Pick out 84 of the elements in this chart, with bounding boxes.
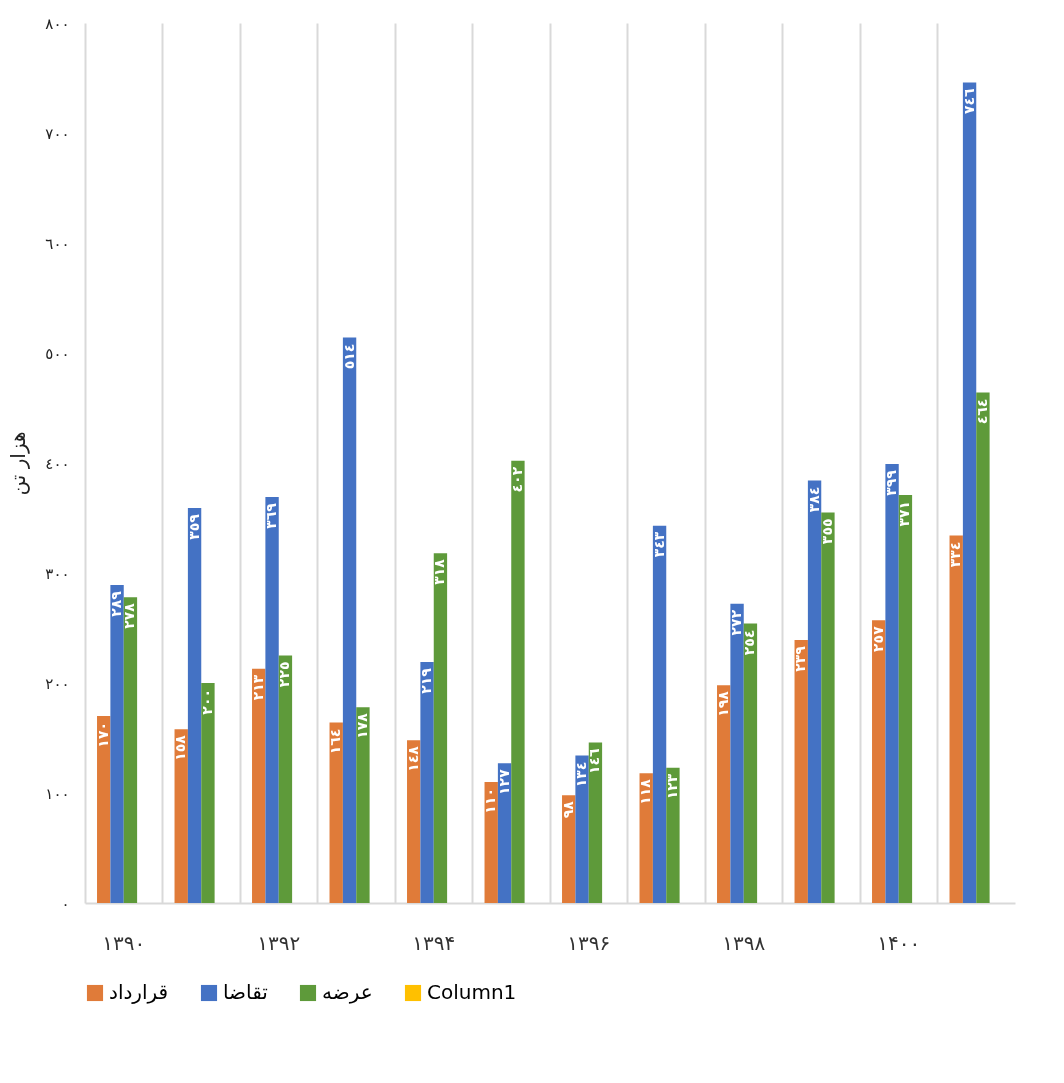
x-tick-label: ۱۳۹۸ xyxy=(722,930,766,955)
y-tick-label: ۸۰۰ xyxy=(45,14,70,33)
data-label: ۲۳۹ xyxy=(792,645,809,672)
bar xyxy=(484,782,498,903)
x-tick-label: ۱۴۰۰ xyxy=(877,930,921,955)
x-tick-label: ۱۳۹۲ xyxy=(257,930,301,955)
legend-label: عرضه xyxy=(322,980,373,1004)
bar xyxy=(187,508,202,903)
data-label: ۳٦۹ xyxy=(263,502,280,529)
data-label: ۹۸ xyxy=(559,800,576,819)
y-tick-label: ٤۰۰ xyxy=(45,454,70,473)
data-label: ۱٥۸ xyxy=(172,734,189,761)
bar xyxy=(885,464,899,903)
bar xyxy=(562,795,576,903)
bar xyxy=(962,82,977,903)
y-tick-label: ۰ xyxy=(61,894,70,913)
bar xyxy=(356,707,370,903)
bar xyxy=(329,722,343,903)
bar xyxy=(174,729,188,903)
x-tick-label: ۱۳۹۰ xyxy=(102,930,146,955)
data-label: ۱٤۸ xyxy=(404,745,421,772)
data-label: ۲۲٥ xyxy=(276,661,293,688)
bar xyxy=(807,480,822,903)
data-label: ۲۰۰ xyxy=(198,689,215,715)
data-label: ۳٤۳ xyxy=(650,531,667,558)
bar xyxy=(407,740,421,903)
bar xyxy=(666,767,680,903)
bar xyxy=(743,623,758,903)
data-label: ۳۹۹ xyxy=(883,469,900,496)
data-label: ۱۷۸ xyxy=(353,712,370,739)
bar xyxy=(652,525,667,903)
y-tick-label: ۲۰۰ xyxy=(45,674,70,693)
bar xyxy=(898,494,913,903)
x-tick-label: ۱۳۹۶ xyxy=(567,930,611,955)
y-axis-title: هزار تن xyxy=(6,431,31,496)
x-tick-label: ۱۳۹۴ xyxy=(412,930,456,955)
bar xyxy=(201,683,215,903)
legend-label: تقاضا xyxy=(223,980,268,1004)
data-label: ۲۱۳ xyxy=(249,674,266,701)
legend-label: قرارداد xyxy=(109,980,169,1004)
bar xyxy=(252,668,266,903)
bar xyxy=(588,742,603,903)
data-label: ۱۱۸ xyxy=(637,778,654,805)
y-tick-label: ٥۰۰ xyxy=(45,344,70,363)
data-label: ٤۰۲ xyxy=(508,466,525,493)
bar xyxy=(717,685,731,903)
y-tick-label: ٦۰۰ xyxy=(45,234,70,253)
bar xyxy=(976,392,990,903)
bar xyxy=(123,597,138,903)
bar xyxy=(821,512,835,903)
bar xyxy=(110,585,124,903)
bar xyxy=(497,763,512,903)
bar xyxy=(872,620,886,903)
bar xyxy=(97,716,111,903)
y-tick-label: ۷۰۰ xyxy=(45,124,70,143)
y-tick-label: ۳۰۰ xyxy=(45,564,70,583)
y-tick-label: ۱۰۰ xyxy=(45,784,70,803)
bar xyxy=(342,337,357,903)
bar xyxy=(265,497,279,903)
data-label: ۳۷۱ xyxy=(896,500,913,527)
data-label: ۱۹۸ xyxy=(714,690,731,717)
bar xyxy=(949,535,963,903)
data-label: ۷٤٦ xyxy=(960,87,977,115)
bar xyxy=(730,603,744,903)
bar xyxy=(639,773,653,903)
data-label: ۳۱۸ xyxy=(431,558,448,585)
data-label: ۳٥٥ xyxy=(818,518,835,545)
data-label: ۳۳٤ xyxy=(947,541,964,568)
bar xyxy=(420,662,434,903)
bar xyxy=(575,755,589,903)
data-label: ۱٦٤ xyxy=(327,728,344,755)
data-label: ۲۱۹ xyxy=(418,667,435,694)
data-label: ٤٦٤ xyxy=(973,398,990,425)
bar xyxy=(433,553,448,903)
legend-label: Column1 xyxy=(427,980,517,1004)
bar xyxy=(794,640,808,903)
data-label: ۳۸٤ xyxy=(805,486,822,513)
data-label: ۱۲۳ xyxy=(663,773,680,800)
data-label: ٥۱٤ xyxy=(340,343,357,370)
data-label: ۳٥۹ xyxy=(185,513,202,540)
data-label: ۲٥۷ xyxy=(869,625,886,652)
bar xyxy=(511,460,525,903)
data-label: ۱۷۰ xyxy=(94,722,111,748)
bar xyxy=(278,655,293,903)
